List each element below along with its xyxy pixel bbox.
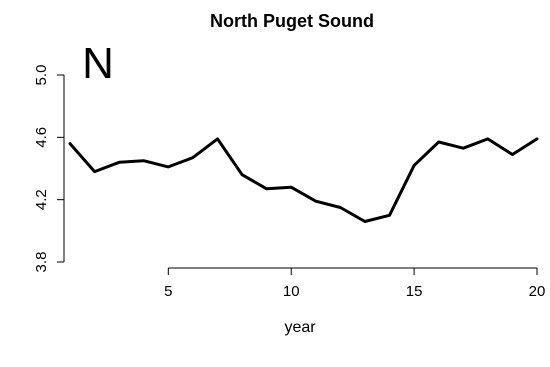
x-tick-label: 20 xyxy=(529,283,546,300)
y-tick-label: 4.2 xyxy=(33,189,50,210)
y-tick-label: 5.0 xyxy=(33,65,50,86)
y-tick-label: 4.6 xyxy=(33,127,50,148)
x-axis-label: year xyxy=(284,319,316,336)
panel-label: N xyxy=(82,39,114,88)
axes: 5 10 15 20 3.8 4.2 4.6 5.0 xyxy=(33,65,545,300)
series-group xyxy=(70,139,537,222)
x-tick-label: 15 xyxy=(406,283,423,300)
chart-title: North Puget Sound xyxy=(210,11,374,31)
x-tick-label: 10 xyxy=(283,283,300,300)
x-tick-label: 5 xyxy=(164,283,172,300)
series-line xyxy=(70,139,537,222)
y-tick-label: 3.8 xyxy=(33,252,50,273)
